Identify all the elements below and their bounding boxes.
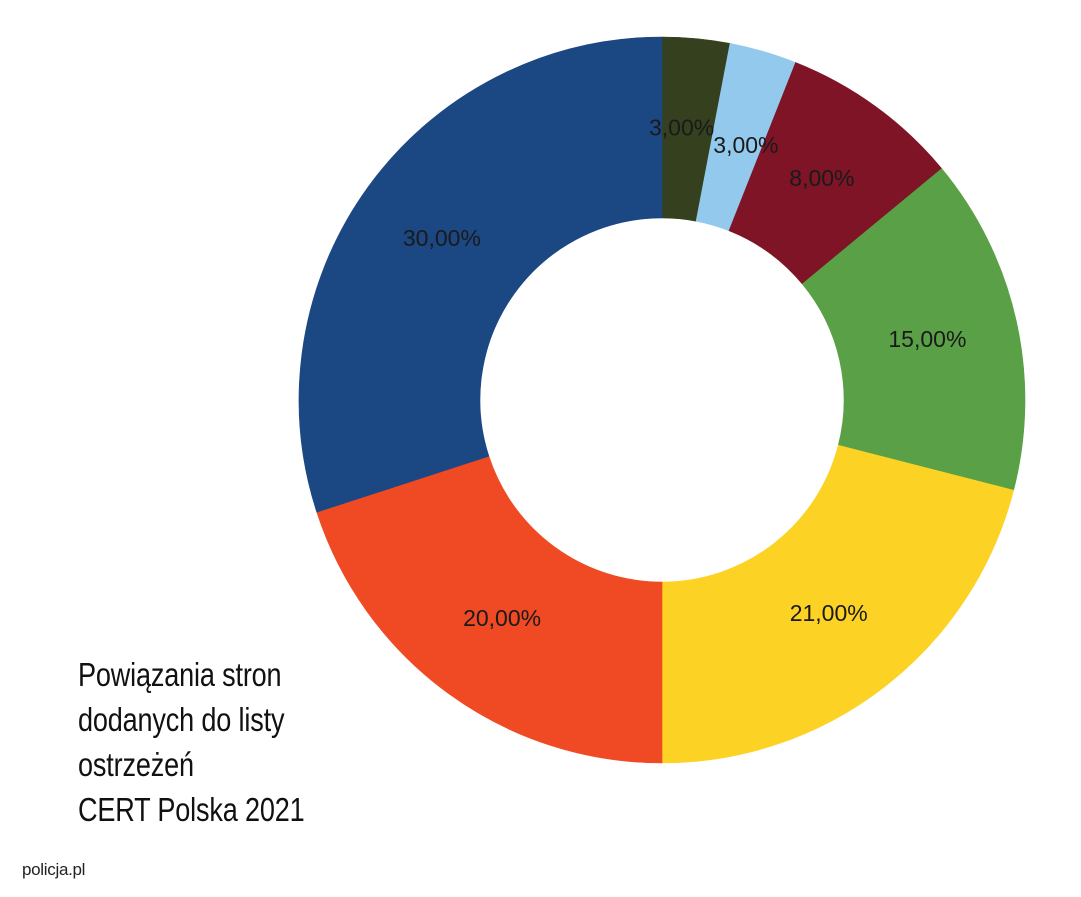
donut-slice-5 [661,444,1014,764]
donut-slice-4 [801,168,1026,491]
slice-label-1: 3,00% [649,114,714,140]
donut-slice-6 [316,455,663,764]
chart-title-line-4: CERT Polska 2021 [78,791,305,828]
chart-title-line-1: Powiązania stron [78,656,282,693]
donut-slice-7 [298,36,663,513]
slice-label-5: 21,00% [790,600,868,626]
chart-title-line-3: ostrzeżeń [78,746,194,783]
chart-title: Powiązania stron dodanych do listy ostrz… [78,652,324,832]
chart-title-line-2: dodanych do listy [78,701,285,738]
slice-label-2: 3,00% [713,132,778,158]
donut-slices [298,36,1026,764]
slice-label-6: 20,00% [463,605,541,631]
source-watermark: policja.pl [22,860,86,879]
donut-slice-labels: 3,00%3,00% 8,00% 15,00% 21,00% 20,00% 30,00% [403,114,967,631]
slice-label-4: 15,00% [888,326,966,352]
slice-label-3: 8,00% [789,165,854,191]
slice-label-7: 30,00% [403,225,481,251]
